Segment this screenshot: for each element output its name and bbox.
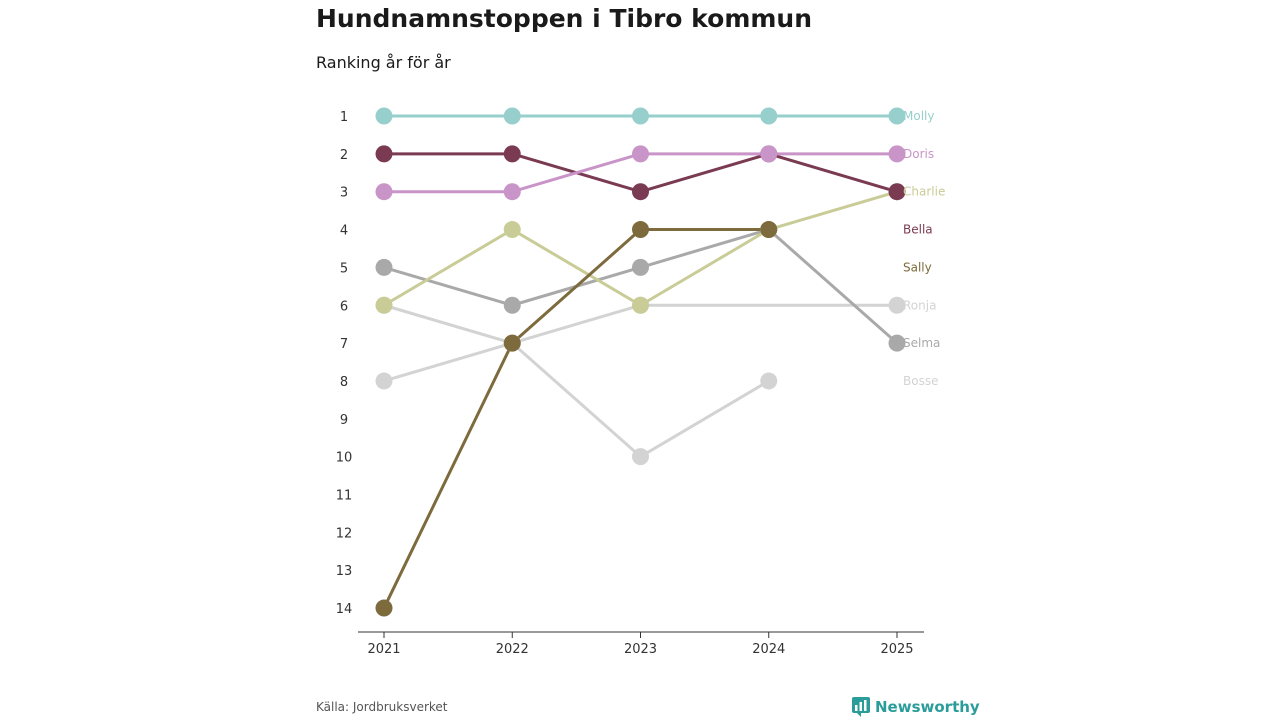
series-label-ronja: Ronja (903, 298, 936, 312)
data-point-molly (632, 107, 649, 125)
y-tick-label: 4 (340, 224, 348, 239)
series-line-ronja (382, 303, 899, 383)
series-label-sally: Sally (903, 260, 932, 274)
y-tick-label: 1 (340, 110, 348, 125)
series-label-bosse: Bosse (903, 374, 938, 388)
data-point-ronja (375, 372, 393, 390)
data-point-bella (375, 145, 393, 163)
data-point-charlie (503, 221, 521, 239)
data-point-doris (888, 145, 906, 163)
y-tick-label: 5 (340, 261, 348, 276)
y-tick-label: 10 (336, 451, 353, 466)
x-tick-label: 2021 (367, 642, 400, 657)
data-point-doris (760, 145, 778, 163)
data-point-bella (888, 183, 906, 201)
y-tick-label: 8 (340, 375, 348, 390)
data-point-sally (503, 334, 521, 352)
x-tick-label: 2022 (496, 642, 529, 657)
data-point-molly (888, 107, 906, 125)
y-tick-label: 13 (336, 564, 353, 579)
series-line-selma (382, 228, 899, 345)
data-point-selma (888, 334, 906, 352)
data-point-charlie (632, 296, 649, 314)
series-label-selma: Selma (903, 336, 940, 350)
data-point-charlie (375, 296, 393, 314)
data-point-selma (375, 258, 393, 276)
series-label-doris: Doris (903, 147, 934, 161)
chart-subtitle: Ranking år för år (316, 53, 451, 72)
brand-name: Newsworthy (875, 698, 980, 716)
data-point-doris (632, 145, 649, 163)
y-tick-label: 7 (340, 337, 348, 352)
y-tick-label: 12 (336, 526, 353, 541)
data-point-doris (375, 183, 393, 201)
series-label-bella: Bella (903, 223, 933, 237)
x-tick-label: 2025 (880, 642, 913, 657)
y-tick-label: 11 (336, 489, 353, 504)
data-point-sally (632, 221, 649, 239)
y-tick-label: 2 (340, 148, 348, 163)
data-point-selma (503, 296, 521, 314)
y-tick-label: 3 (340, 186, 348, 201)
chart-title: Hundnamnstoppen i Tibro kommun (316, 4, 813, 33)
data-point-sally (760, 221, 778, 239)
data-point-doris (503, 183, 521, 201)
data-point-bosse (760, 372, 778, 390)
data-point-molly (503, 107, 521, 125)
data-point-molly (760, 107, 778, 125)
data-point-bella (632, 183, 649, 201)
data-point-bosse (632, 448, 649, 466)
source-note: Källa: Jordbruksverket (316, 700, 448, 714)
series-label-charlie: Charlie (903, 185, 945, 199)
x-tick-label: 2023 (624, 642, 657, 657)
y-tick-label: 6 (340, 299, 348, 314)
newsworthy-logo-icon (852, 697, 870, 717)
data-point-selma (632, 258, 649, 276)
series-line-sally (382, 228, 771, 610)
x-tick-label: 2024 (752, 642, 785, 657)
series-line-charlie (382, 190, 899, 307)
newsworthy-logo[interactable]: Newsworthy (852, 697, 980, 717)
series-label-molly: Molly (903, 109, 934, 123)
y-tick-label: 14 (336, 602, 353, 617)
data-point-sally (375, 599, 393, 617)
data-point-molly (375, 107, 393, 125)
y-tick-label: 9 (340, 413, 348, 428)
data-point-ronja (888, 296, 906, 314)
data-point-bella (503, 145, 521, 163)
series-line-bosse (382, 303, 771, 459)
